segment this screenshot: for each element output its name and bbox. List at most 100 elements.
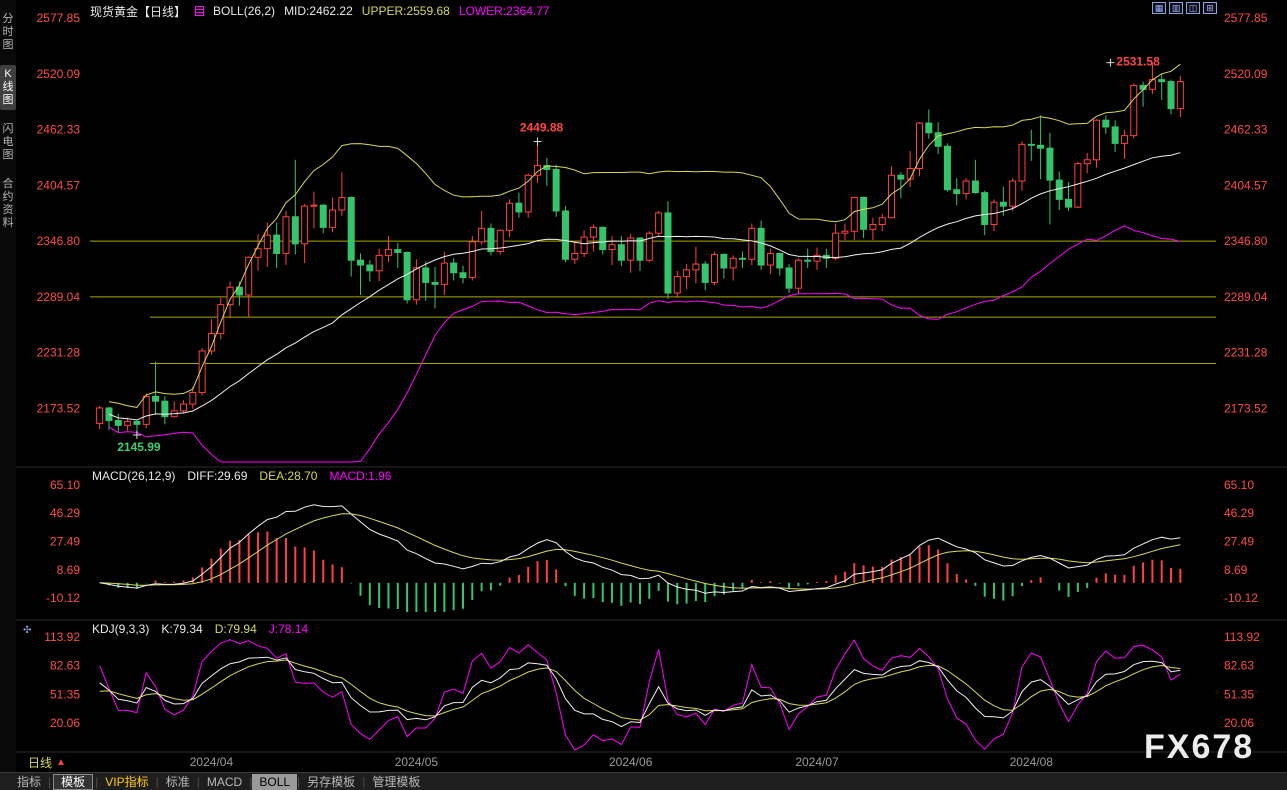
y-axis-label-right: 2289.04: [1224, 290, 1268, 304]
y-axis-label-left: 2577.85: [37, 11, 81, 25]
y-axis-label-left: 2289.04: [37, 290, 81, 304]
y-axis-label-left: 2231.28: [37, 346, 81, 360]
candlestick-series: [96, 62, 1184, 435]
kdj-d-line: [99, 659, 1181, 721]
y-axis-label-right: 2231.28: [1224, 346, 1268, 360]
boll-lower-value: LOWER:2364.77: [458, 4, 550, 18]
y-axis-label-right: 2346.80: [1224, 234, 1268, 248]
boll-lower-line: [108, 225, 1181, 463]
sidebar-item-timeshare-chart[interactable]: 分时图: [2, 13, 14, 51]
macd-histogram: [107, 531, 1182, 612]
layout-grid-icon[interactable]: ▦: [1152, 2, 1166, 14]
sidebar-item-contract-info[interactable]: 合约资料: [2, 178, 14, 229]
y-axis-label-right: 46.29: [1224, 506, 1254, 520]
y-axis-label-right: 2520.09: [1224, 67, 1268, 81]
y-axis-label-right: 65.10: [1224, 478, 1254, 492]
bottom-toolbar: 指标 | 模板 | VIP指标 | 标准 | MACD | BOLL | 另存模板 | 管理模板: [0, 772, 1287, 790]
kdj-panel-settings-icon[interactable]: ✣: [23, 625, 32, 636]
sidebar-item-kline-chart[interactable]: K线图: [0, 65, 16, 110]
indicator-icon: [195, 6, 205, 16]
y-axis-label-left: 20.06: [50, 716, 80, 730]
period-label: 日线: [28, 756, 53, 770]
sidebar-item-flash-chart[interactable]: 闪电图: [2, 123, 14, 161]
toolbar-separator: |: [196, 774, 200, 789]
y-axis-label-left: 65.10: [50, 478, 80, 492]
y-axis-label-right: 27.49: [1224, 535, 1254, 549]
macd-bar-value: MACD:1.96: [329, 469, 392, 483]
tab-boll[interactable]: BOLL: [252, 773, 298, 790]
tab-macd[interactable]: MACD: [206, 774, 243, 789]
left-sidebar: 分时图 K线图闪电图合约资料: [0, 0, 16, 790]
toolbar-separator: |: [362, 774, 366, 789]
y-axis-label-left: 51.35: [50, 687, 80, 701]
toolbar-separator: |: [48, 774, 52, 789]
boll-label: BOLL(26,2): [213, 4, 276, 18]
y-axis-label-right: 20.06: [1224, 716, 1254, 730]
y-axis-label-left: 2173.52: [37, 401, 81, 415]
macd-diff-line: [99, 504, 1181, 594]
layout-maximize-icon[interactable]: ⊞: [1203, 2, 1217, 14]
tab-standard[interactable]: 标准: [165, 774, 190, 789]
chart-canvas[interactable]: 2577.85 2577.85 2520.09 2520.09 2462.33 2462.…: [0, 0, 1287, 772]
macd-label: MACD(26,12,9): [92, 469, 176, 483]
y-axis-label-right: 113.92: [1224, 630, 1260, 644]
period-selector[interactable]: 日线 ▲: [28, 754, 66, 771]
y-axis-label-right: 2577.85: [1224, 11, 1268, 25]
y-axis-label-left: 2346.80: [37, 234, 81, 248]
boll-mid-value: MID:2462.22: [284, 4, 353, 18]
tab-templates[interactable]: 模板: [53, 773, 94, 790]
tab-indicators[interactable]: 指标: [17, 774, 42, 789]
chart-header: 现货黄金【日线】 BOLL(26,2) MID:2462.22 UPPER:25…: [90, 4, 550, 19]
y-axis-label-left: 2520.09: [37, 67, 81, 81]
window-layout-icons: ▦ ▥ ◫ ⊞: [1152, 2, 1217, 14]
boll-upper-line: [108, 63, 1181, 408]
price-annotation: 2449.88: [520, 121, 564, 135]
boll-mid-line: [108, 152, 1181, 421]
layout-kline-icon[interactable]: ▥: [1169, 2, 1183, 14]
tab-manage-templates[interactable]: 管理模板: [372, 774, 421, 789]
macd-panel-labels: MACD(26,12,9) DIFF:29.69 DEA:28.70 MACD:…: [92, 469, 391, 483]
y-axis-label-right: 8.69: [1224, 563, 1248, 577]
y-axis-label-right: 2404.57: [1224, 178, 1268, 192]
kdj-j-value: J:78.14: [268, 622, 309, 636]
kdj-k-line: [99, 656, 1181, 728]
kdj-k-value: K:79.34: [161, 622, 203, 636]
y-axis-label-left: 2404.57: [37, 178, 81, 192]
price-annotation: 2531.58: [1116, 55, 1160, 69]
y-axis-label-left: -10.12: [46, 591, 80, 605]
toolbar-separator: |: [155, 774, 159, 789]
y-axis-label-left: 113.92: [44, 630, 80, 644]
y-axis-label-right: 82.63: [1224, 659, 1254, 673]
instrument-title: 现货黄金【日线】: [90, 4, 187, 19]
price-annotation: 2145.99: [117, 440, 161, 454]
y-axis-label-right: 2462.33: [1224, 123, 1268, 137]
y-axis-label-right: -10.12: [1224, 591, 1258, 605]
kdj-d-value: D:79.94: [214, 622, 257, 636]
x-axis-date-label: 2024/04: [190, 755, 234, 769]
macd-dea-value: DEA:28.70: [259, 469, 318, 483]
tab-save-template[interactable]: 另存模板: [307, 774, 356, 789]
y-axis-label-left: 2462.33: [37, 123, 81, 137]
macd-diff-value: DIFF:29.69: [187, 469, 248, 483]
y-axis-label-right: 51.35: [1224, 687, 1254, 701]
x-axis-date-label: 2024/05: [395, 755, 439, 769]
macd-dea-line: [99, 513, 1181, 590]
y-axis-label-left: 82.63: [50, 659, 80, 673]
kdj-panel-labels: KDJ(9,3,3) K:79.34 D:79.94 J:78.14: [92, 622, 308, 636]
x-axis-date-label: 2024/07: [795, 755, 839, 769]
kdj-label: KDJ(9,3,3): [92, 622, 150, 636]
toolbar-separator: |: [95, 774, 99, 789]
fx678-watermark: FX678: [1144, 728, 1255, 766]
y-axis-label-left: 27.49: [50, 535, 80, 549]
kdj-j-line: [99, 639, 1181, 751]
toolbar-separator: |: [249, 774, 253, 789]
toolbar-separator: |: [297, 774, 301, 789]
y-axis-label-left: 46.29: [50, 506, 80, 520]
tab-vip-indicators[interactable]: VIP指标: [105, 774, 149, 789]
x-axis-date-label: 2024/08: [1010, 755, 1054, 769]
period-dropdown-arrow-icon: ▲: [56, 757, 66, 768]
x-axis-date-label: 2024/06: [609, 755, 653, 769]
y-axis-label-right: 2173.52: [1224, 401, 1268, 415]
layout-split-icon[interactable]: ◫: [1186, 2, 1200, 14]
